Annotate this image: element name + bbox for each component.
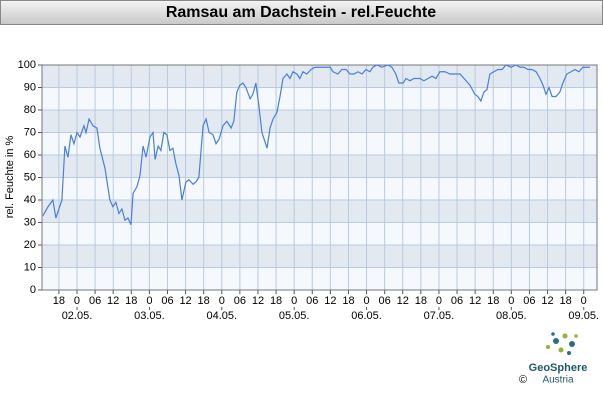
band <box>42 200 597 223</box>
x-date-label: 02.05. <box>62 310 93 322</box>
x-tick-label: 18 <box>415 295 427 307</box>
x-tick-label: 18 <box>487 295 499 307</box>
x-tick-label: 06 <box>451 295 463 307</box>
x-tick-label: 12 <box>541 295 553 307</box>
band <box>42 177 597 200</box>
x-date-label: 07.05. <box>424 310 455 322</box>
x-tick-label: 0 <box>581 295 587 307</box>
y-tick-label: 10 <box>24 261 36 273</box>
x-tick-label: 0 <box>363 295 369 307</box>
band <box>42 155 597 178</box>
band <box>42 65 597 88</box>
band <box>42 132 597 155</box>
logo <box>546 332 578 355</box>
y-tick-label: 80 <box>24 104 36 116</box>
y-tick-label: 20 <box>24 239 36 251</box>
x-tick-label: 0 <box>508 295 514 307</box>
x-tick-label: 18 <box>53 295 65 307</box>
x-tick-label: 12 <box>179 295 191 307</box>
x-tick-label: 06 <box>306 295 318 307</box>
x-tick-label: 12 <box>252 295 264 307</box>
y-tick-label: 100 <box>18 59 36 71</box>
band <box>42 222 597 245</box>
band <box>42 110 597 133</box>
title-bar <box>0 0 603 25</box>
x-tick-label: 0 <box>436 295 442 307</box>
x-date-label: 05.05. <box>279 310 310 322</box>
x-tick-label: 0 <box>74 295 80 307</box>
plot-frame <box>41 64 598 291</box>
y-tick-label: 40 <box>24 194 36 206</box>
x-tick-label: 06 <box>234 295 246 307</box>
x-tick-label: 0 <box>219 295 225 307</box>
x-tick-label: 0 <box>291 295 297 307</box>
y-tick-label: 0 <box>30 284 36 296</box>
x-tick-label: 18 <box>560 295 572 307</box>
data-line <box>42 64 591 225</box>
x-tick-label: 18 <box>125 295 137 307</box>
y-tick-label: 60 <box>24 149 36 161</box>
x-date-label: 09.05. <box>568 310 599 322</box>
x-tick-label: 18 <box>342 295 354 307</box>
band <box>42 245 597 268</box>
brand-name: GeoSphere <box>529 362 588 374</box>
band <box>42 87 597 110</box>
brand-sub: Austria <box>542 375 574 386</box>
x-tick-label: 18 <box>198 295 210 307</box>
x-date-label: 06.05. <box>351 310 382 322</box>
x-tick-label: 12 <box>107 295 119 307</box>
y-tick-label: 30 <box>24 216 36 228</box>
x-tick-label: 06 <box>523 295 535 307</box>
x-date-label: 08.05. <box>496 310 527 322</box>
y-tick-label: 50 <box>24 171 36 183</box>
x-tick-label: 12 <box>469 295 481 307</box>
band <box>42 267 597 290</box>
x-date-label: 04.05. <box>206 310 237 322</box>
y-tick-label: 70 <box>24 126 36 138</box>
x-tick-label: 12 <box>397 295 409 307</box>
y-tick-label: 90 <box>24 81 36 93</box>
y-axis-label: rel. Feuchte in % <box>4 136 16 219</box>
x-tick-label: 06 <box>161 295 173 307</box>
x-tick-label: 06 <box>379 295 391 307</box>
x-date-label: 03.05. <box>134 310 165 322</box>
x-tick-label: 18 <box>270 295 282 307</box>
x-tick-label: 0 <box>146 295 152 307</box>
copyright: © <box>519 374 527 386</box>
chart-title: Ramsau am Dachstein - rel.Feuchte <box>166 4 436 21</box>
x-tick-label: 06 <box>89 295 101 307</box>
x-tick-label: 12 <box>324 295 336 307</box>
